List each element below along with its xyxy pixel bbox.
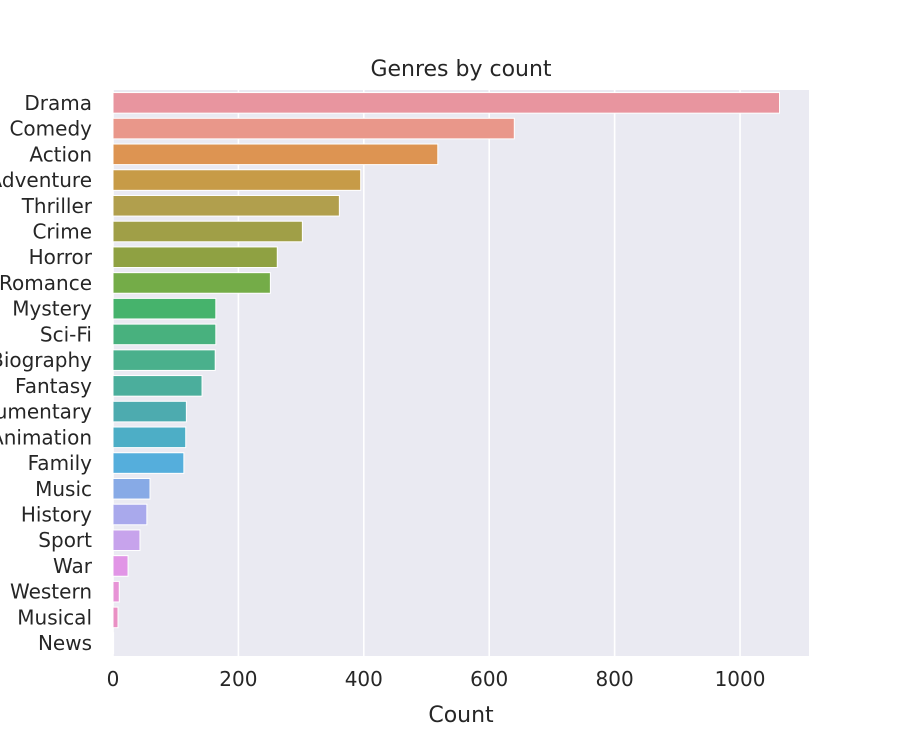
y-tick-label: Horror <box>29 245 93 269</box>
y-tick-label: Sport <box>38 528 92 552</box>
bar-fantasy <box>112 375 203 397</box>
bar-war <box>112 555 129 577</box>
y-tick-label: Comedy <box>9 117 92 141</box>
bar-adventure <box>112 169 362 191</box>
y-tick-label: Sci-Fi <box>40 322 92 346</box>
bar-family <box>112 452 185 474</box>
y-tick-label: News <box>38 631 92 655</box>
bar-animation <box>112 426 187 449</box>
bar-comedy <box>112 117 515 140</box>
bar-biography <box>112 349 216 371</box>
x-axis-label: Count <box>428 703 494 728</box>
y-tick-label: Musical <box>17 605 92 629</box>
bar-horror <box>112 246 278 269</box>
bar-sport <box>112 529 141 552</box>
y-tick-label: Family <box>28 451 93 475</box>
y-tick-label: Romance <box>0 271 92 295</box>
bar-thriller <box>112 194 340 217</box>
bar-music <box>112 477 151 500</box>
y-tick-label: Western <box>10 580 92 604</box>
y-tick-label: Biography <box>0 348 92 372</box>
y-tick-label: Drama <box>24 91 92 115</box>
bar-western <box>112 580 120 603</box>
bars <box>112 92 781 654</box>
y-tick-label: Thriller <box>21 194 93 218</box>
x-tick-label: 600 <box>470 667 508 691</box>
y-tick-label: Documentary <box>0 400 92 424</box>
y-tick-label: Fantasy <box>15 374 92 398</box>
x-tick-label: 200 <box>219 667 257 691</box>
y-tick-labels: DramaComedyActionAdventureThrillerCrimeH… <box>0 91 93 655</box>
bar-documentary <box>112 400 187 423</box>
y-tick-label: War <box>53 554 93 578</box>
y-tick-label: Action <box>29 142 92 166</box>
bar-history <box>112 503 148 526</box>
bar-musical <box>112 606 119 629</box>
y-tick-label: History <box>21 503 92 527</box>
bar-action <box>112 143 439 166</box>
bar-romance <box>112 272 271 294</box>
x-tick-label: 800 <box>596 667 634 691</box>
bar-sci-fi <box>112 323 217 346</box>
y-tick-label: Animation <box>0 425 92 449</box>
chart-title: Genres by count <box>370 57 551 82</box>
y-tick-label: Crime <box>32 220 92 244</box>
y-tick-label: Adventure <box>0 168 92 192</box>
bar-mystery <box>112 297 217 320</box>
bar-drama <box>112 92 781 114</box>
y-tick-label: Mystery <box>12 297 92 321</box>
x-tick-labels: 0 200 400 600 800 1000 <box>107 667 766 691</box>
x-tick-label: 0 <box>107 667 120 691</box>
x-tick-label: 400 <box>345 667 383 691</box>
y-tick-label: Music <box>35 477 92 501</box>
bar-crime <box>112 220 303 243</box>
bar-news <box>112 632 115 654</box>
x-tick-label: 1000 <box>715 667 766 691</box>
